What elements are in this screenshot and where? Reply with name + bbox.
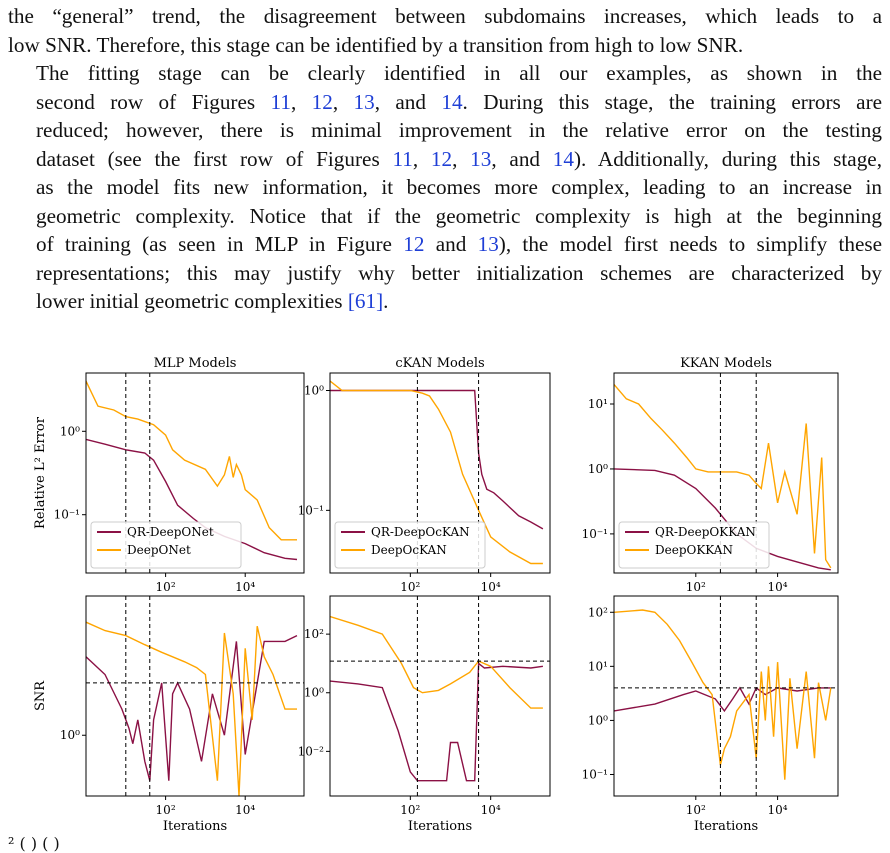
chart-title: MLP Models [154, 356, 237, 371]
legend: QR-DeepONet DeepONet [90, 521, 242, 569]
y-tick-label: 10⁰ [60, 728, 80, 742]
x-tick-label: 10² [686, 580, 706, 594]
figure-ref-link[interactable]: 12 [311, 89, 333, 114]
chart-title: cKAN Models [395, 356, 484, 371]
text-line: representations; this may justify why be… [36, 260, 882, 285]
series-line [614, 609, 832, 780]
x-tick-label: 10² [400, 803, 420, 817]
y-tick-label: 10⁻² [298, 744, 325, 758]
y-tick-label: 10⁻¹ [298, 503, 324, 517]
y-tick-label: 10¹ [588, 397, 608, 411]
x-tick-label: 10² [156, 580, 176, 594]
figure-ref-link[interactable]: 11 [270, 89, 291, 114]
figure-ref-link[interactable]: 13 [470, 146, 492, 171]
figure-ref-link[interactable]: 13 [477, 232, 499, 256]
y-tick-label: 10⁰ [60, 424, 80, 438]
legend-box [618, 521, 770, 569]
x-tick-label: 10⁴ [768, 580, 788, 594]
chart-panel: 10² 10⁴ 10⁰ Iterations SNR [33, 595, 305, 834]
legend-box [90, 521, 242, 569]
legend-entry: QR-DeepOKKAN [655, 525, 756, 539]
chart-panel: 10² 10⁴ 10² 10⁰ 10⁻² Iterations [298, 595, 551, 834]
chart-panel: 10² 10⁴ 10⁰ 10⁻¹ MLP Models Relative L² Error… [33, 356, 305, 594]
x-tick-label: 10⁴ [768, 803, 788, 817]
figure-ref-link[interactable]: 12 [430, 146, 453, 171]
citation-link[interactable]: [61] [347, 289, 384, 313]
y-tick-label: 10⁰ [588, 462, 608, 476]
legend-entry: DeepOKKAN [655, 543, 733, 557]
legend-entry: QR-DeepONet [127, 525, 214, 539]
series-line [86, 621, 297, 796]
series-line [86, 380, 297, 541]
text-line: lower initial geometric complexities [61… [36, 289, 389, 313]
axes-frame [613, 595, 839, 797]
figure-caption: ² ( ) ( ) [8, 834, 60, 853]
y-tick-label: 10⁻¹ [582, 767, 608, 781]
chart-panel: 10² 10⁴ 10² 10¹ 10⁰ 10⁻¹ Iterations [582, 595, 839, 834]
chart-panel: 10² 10⁴ 10⁰ 10⁻¹ cKAN Models QR-DeepOcKAN Deep… [298, 356, 551, 594]
series-line [614, 686, 831, 713]
text-line: the “general” trend, the disagreement be… [8, 4, 882, 28]
legend-entry: QR-DeepOcKAN [371, 525, 470, 539]
y-tick-label: 10² [588, 605, 608, 619]
x-tick-label: 10⁴ [235, 803, 255, 817]
figure-ref-link[interactable]: 13 [353, 89, 375, 114]
text-line: as the model fits new information, it be… [36, 175, 882, 199]
text-line: reduced; however, there is minimal impro… [36, 118, 882, 142]
axes-frame [85, 372, 305, 574]
chart-panel: 10² 10⁴ 10¹ 10⁰ 10⁻¹ KKAN Models QR-DeepOKKAN D… [582, 356, 839, 594]
axes-frame [85, 595, 305, 797]
legend: QR-DeepOcKAN DeepOcKAN [334, 521, 486, 569]
y-tick-label: 10⁰ [588, 713, 608, 727]
figure-ref-link[interactable]: 12 [403, 232, 425, 256]
y-tick-label: 10⁻¹ [54, 508, 80, 522]
y-tick-label: 10¹ [588, 659, 608, 673]
legend-entry: DeepOcKAN [371, 543, 447, 557]
series-line [330, 661, 543, 782]
y-axis-label: SNR [33, 680, 48, 711]
legend: QR-DeepOKKAN DeepOKKAN [618, 521, 770, 569]
series-line [614, 383, 832, 569]
text-line: The fitting stage can be clearly identif… [36, 61, 882, 85]
y-tick-label: 10⁰ [304, 686, 324, 700]
x-tick-label: 10⁴ [235, 580, 255, 594]
x-axis-label: Iterations [163, 819, 227, 834]
x-tick-label: 10⁴ [481, 803, 501, 817]
paragraph-1: the “general” trend, the disagreement be… [8, 2, 882, 59]
text-line: of training (as seen in MLP in Figure 12… [36, 232, 882, 256]
figure-ref-link[interactable]: 14 [441, 89, 463, 114]
axes-frame [329, 372, 551, 574]
y-tick-label: 10² [304, 627, 324, 641]
axes-frame [329, 595, 551, 797]
paragraph-2: The fitting stage can be clearly identif… [8, 59, 882, 316]
x-tick-label: 10⁴ [481, 580, 501, 594]
x-axis-label: Iterations [694, 819, 758, 834]
text-line: geometric complexity. Notice that if the… [36, 203, 882, 228]
figure-ref-link[interactable]: 11 [392, 146, 413, 171]
series-line [330, 615, 543, 709]
series-line [86, 438, 298, 561]
body-text: the “general” trend, the disagreement be… [8, 2, 882, 316]
text-line: low SNR. Therefore, this stage can be id… [8, 32, 744, 57]
series-line [330, 380, 543, 565]
y-axis-label: Relative L² Error [33, 416, 48, 529]
y-tick-label: 10⁻¹ [582, 527, 608, 541]
x-axis-label: Iterations [408, 819, 472, 834]
y-tick-label: 10⁰ [304, 384, 324, 398]
text-line: dataset (see the first row of Figures 11… [36, 146, 882, 171]
x-tick-label: 10² [400, 580, 420, 594]
x-tick-label: 10² [686, 803, 706, 817]
figure-ref-link[interactable]: 14 [552, 146, 574, 171]
legend-box [334, 521, 486, 569]
x-tick-label: 10² [156, 803, 176, 817]
chart-title: KKAN Models [680, 356, 772, 371]
figure-grid: 10² 10⁴ 10⁰ 10⁻¹ MLP Models Relative L² Error… [33, 356, 839, 834]
series-line [86, 634, 298, 781]
legend-entry: DeepONet [127, 543, 191, 557]
axes-frame [613, 372, 839, 574]
series-line [330, 389, 544, 530]
text-line: second row of Figures 11, 12, 13, and 14… [36, 89, 883, 114]
